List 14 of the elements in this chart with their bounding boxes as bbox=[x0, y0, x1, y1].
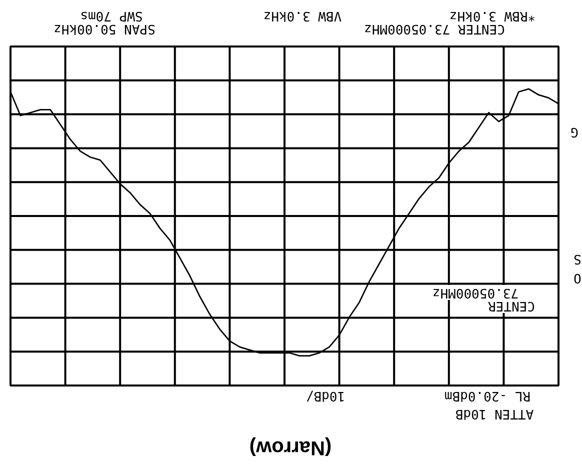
text: VBW 3.0kHz bbox=[263, 8, 342, 23]
text: SWP 70ms bbox=[80, 8, 143, 23]
text: S bbox=[574, 251, 582, 266]
annotation: CENTER bbox=[488, 298, 535, 313]
text: SPAN 50.00kHz bbox=[54, 21, 156, 36]
text: *RBW 3.0kHz bbox=[449, 8, 536, 23]
annotation: 73.05000MHz bbox=[432, 285, 519, 300]
text: CENTER 73.05000MHz bbox=[364, 21, 505, 36]
text: O bbox=[573, 270, 582, 285]
text: RL -20.0dBm bbox=[444, 388, 531, 403]
text: G bbox=[570, 124, 578, 139]
text: (Narrow) bbox=[249, 436, 332, 458]
text: 10dB/ bbox=[306, 388, 346, 403]
text: ATTEN 10dB bbox=[455, 406, 534, 421]
